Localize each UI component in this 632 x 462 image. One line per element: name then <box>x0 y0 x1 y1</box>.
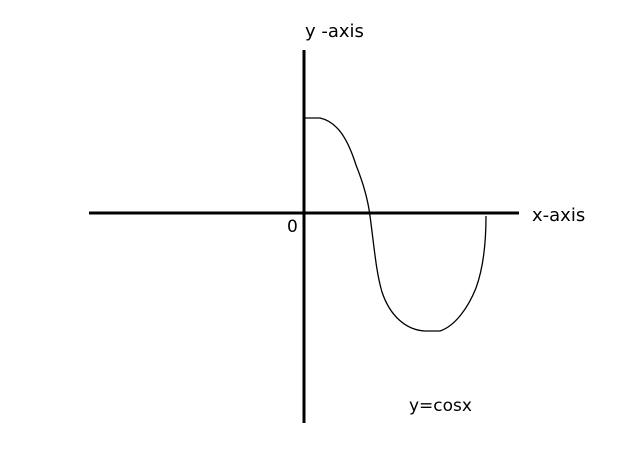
y-axis-label: y -axis <box>305 21 364 42</box>
cosine-curve <box>304 117 487 332</box>
x-axis-label: x-axis <box>532 205 585 226</box>
origin-label: 0 <box>287 217 298 237</box>
curve-equation-label: y=cosx <box>409 396 472 416</box>
